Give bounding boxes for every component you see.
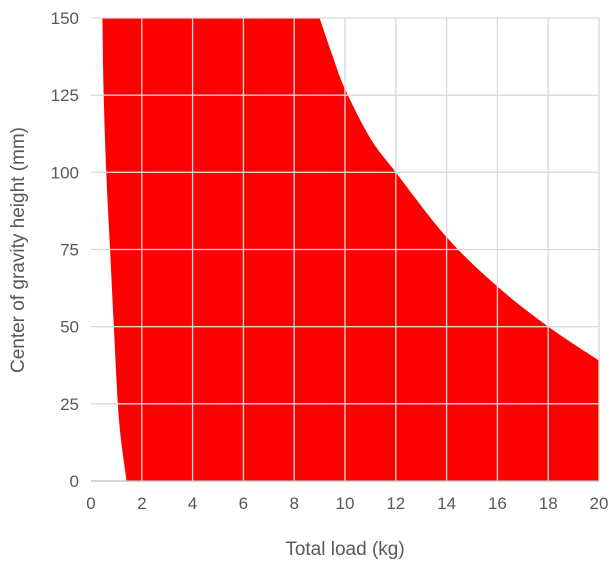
x-tick-label: 6 — [239, 494, 248, 513]
grid-layer — [91, 17, 600, 481]
x-tick-label: 2 — [137, 494, 146, 513]
x-tick-label: 20 — [590, 494, 609, 513]
x-tick-label: 14 — [437, 494, 456, 513]
y-tick-label: 0 — [70, 472, 79, 491]
x-axis-title: Total load (kg) — [285, 539, 404, 560]
y-tick-label: 75 — [60, 241, 79, 260]
y-tick-label: 25 — [60, 395, 79, 414]
x-tick-label: 4 — [188, 494, 197, 513]
x-tick-label: 16 — [488, 494, 507, 513]
x-tick-label: 10 — [336, 494, 355, 513]
x-tick-label: 8 — [289, 494, 298, 513]
y-tick-label: 150 — [51, 9, 79, 28]
y-tick-label: 100 — [51, 163, 79, 182]
y-tick-label: 50 — [60, 318, 79, 337]
x-tick-label: 0 — [86, 494, 95, 513]
x-tick-label: 12 — [386, 494, 405, 513]
y-tick-label: 125 — [51, 86, 79, 105]
y-axis-title: Center of gravity height (mm) — [8, 127, 29, 373]
tick-layer: 0 2 4 6 8 10 12 14 16 18 20 0 25 50 75 100 125 150 — [51, 9, 609, 513]
x-tick-label: 18 — [539, 494, 558, 513]
